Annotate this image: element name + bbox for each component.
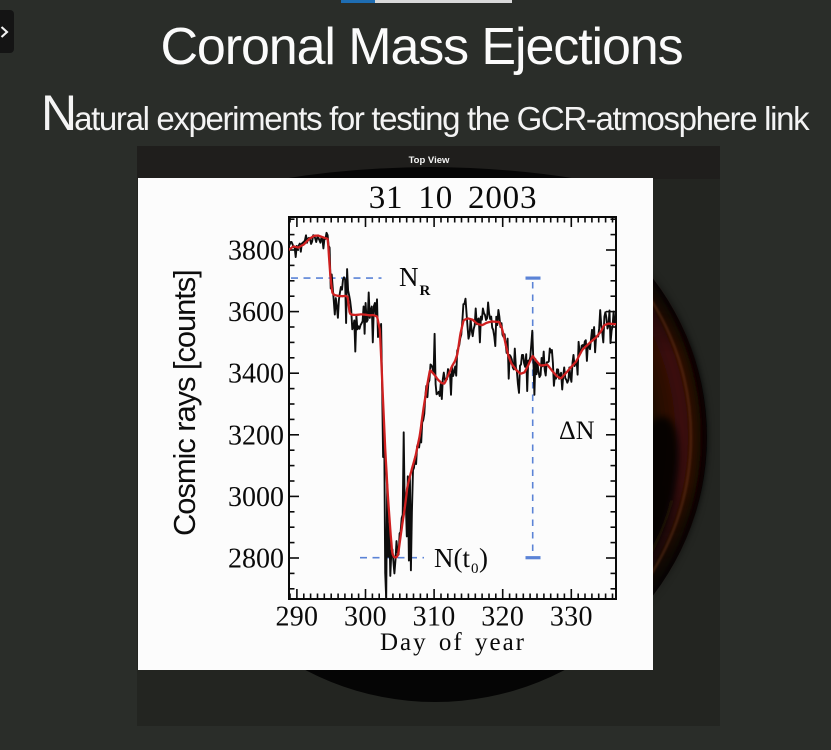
svg-text:ΔN: ΔN (559, 416, 595, 445)
svg-text:0: 0 (471, 561, 479, 577)
svg-text:3200: 3200 (228, 420, 284, 451)
svg-text:N: N (399, 262, 419, 292)
svg-text:3800: 3800 (228, 236, 284, 267)
svg-text:330: 330 (550, 602, 593, 633)
svg-text:Top View: Top View (409, 155, 450, 166)
svg-text:2800: 2800 (228, 544, 284, 575)
svg-text:Day of year: Day of year (380, 629, 526, 656)
svg-text:3000: 3000 (228, 482, 284, 513)
svg-text:290: 290 (275, 602, 318, 633)
svg-text:300: 300 (344, 602, 387, 633)
svg-text:N(t: N(t (434, 543, 470, 573)
svg-text:31 10 2003: 31 10 2003 (369, 180, 538, 216)
svg-text:3600: 3600 (228, 297, 284, 328)
svg-text:310: 310 (413, 602, 456, 633)
svg-text:320: 320 (481, 602, 524, 633)
svg-text:): ) (479, 543, 488, 573)
svg-text:3400: 3400 (228, 359, 284, 390)
svg-text:R: R (420, 283, 431, 299)
